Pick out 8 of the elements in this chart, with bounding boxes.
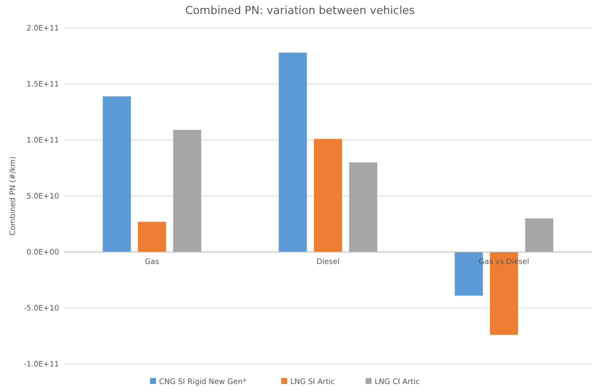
- bar: [102, 96, 131, 252]
- bar: [525, 218, 554, 252]
- bar: [138, 222, 166, 252]
- bar: [314, 138, 342, 252]
- bar: [278, 52, 307, 252]
- chart-title: Combined PN: variation between vehicles: [185, 4, 416, 17]
- bar: [173, 130, 202, 252]
- bar: [349, 162, 378, 252]
